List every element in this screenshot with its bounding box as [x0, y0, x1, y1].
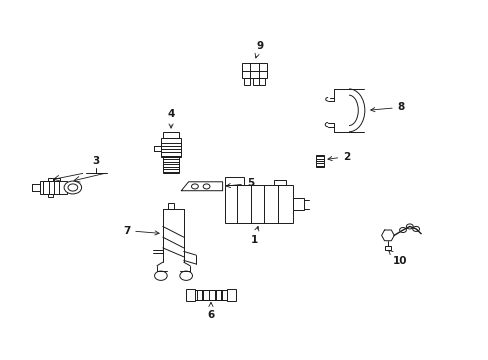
Circle shape [154, 271, 167, 280]
Text: 8: 8 [370, 102, 404, 112]
Text: 5: 5 [226, 179, 254, 188]
Bar [163, 132, 179, 138]
Text: 6: 6 [207, 302, 214, 320]
Bar [186, 289, 195, 301]
Bar [54, 178, 60, 181]
Text: 10: 10 [388, 250, 407, 266]
Bar [47, 178, 53, 181]
Bar [203, 291, 208, 300]
Bar [161, 138, 181, 157]
Text: 3: 3 [92, 156, 100, 166]
Bar [197, 291, 202, 300]
Circle shape [406, 224, 412, 229]
Bar [40, 181, 67, 194]
Bar [259, 78, 264, 85]
Bar [242, 63, 267, 78]
Bar [384, 246, 390, 249]
Bar [292, 198, 303, 210]
Bar [222, 291, 227, 300]
Bar [209, 291, 214, 300]
Circle shape [399, 228, 406, 233]
Bar [316, 158, 324, 163]
Bar [316, 163, 324, 167]
Bar [224, 185, 292, 223]
Text: 1: 1 [250, 226, 258, 244]
Circle shape [191, 184, 198, 189]
Text: 2: 2 [327, 152, 350, 162]
Circle shape [412, 226, 419, 231]
Circle shape [64, 181, 81, 194]
Bar [252, 78, 258, 85]
Text: 7: 7 [122, 226, 159, 235]
Bar [167, 203, 174, 208]
Bar [47, 194, 53, 197]
Bar [273, 180, 285, 185]
Text: 4: 4 [167, 109, 174, 128]
Circle shape [203, 184, 209, 189]
Bar [163, 157, 179, 173]
Text: 9: 9 [255, 41, 263, 58]
Bar [316, 155, 324, 158]
Circle shape [180, 271, 192, 280]
Bar [224, 177, 243, 185]
Circle shape [68, 184, 78, 191]
Bar [215, 291, 221, 300]
Bar [244, 78, 250, 85]
Bar [227, 289, 236, 301]
